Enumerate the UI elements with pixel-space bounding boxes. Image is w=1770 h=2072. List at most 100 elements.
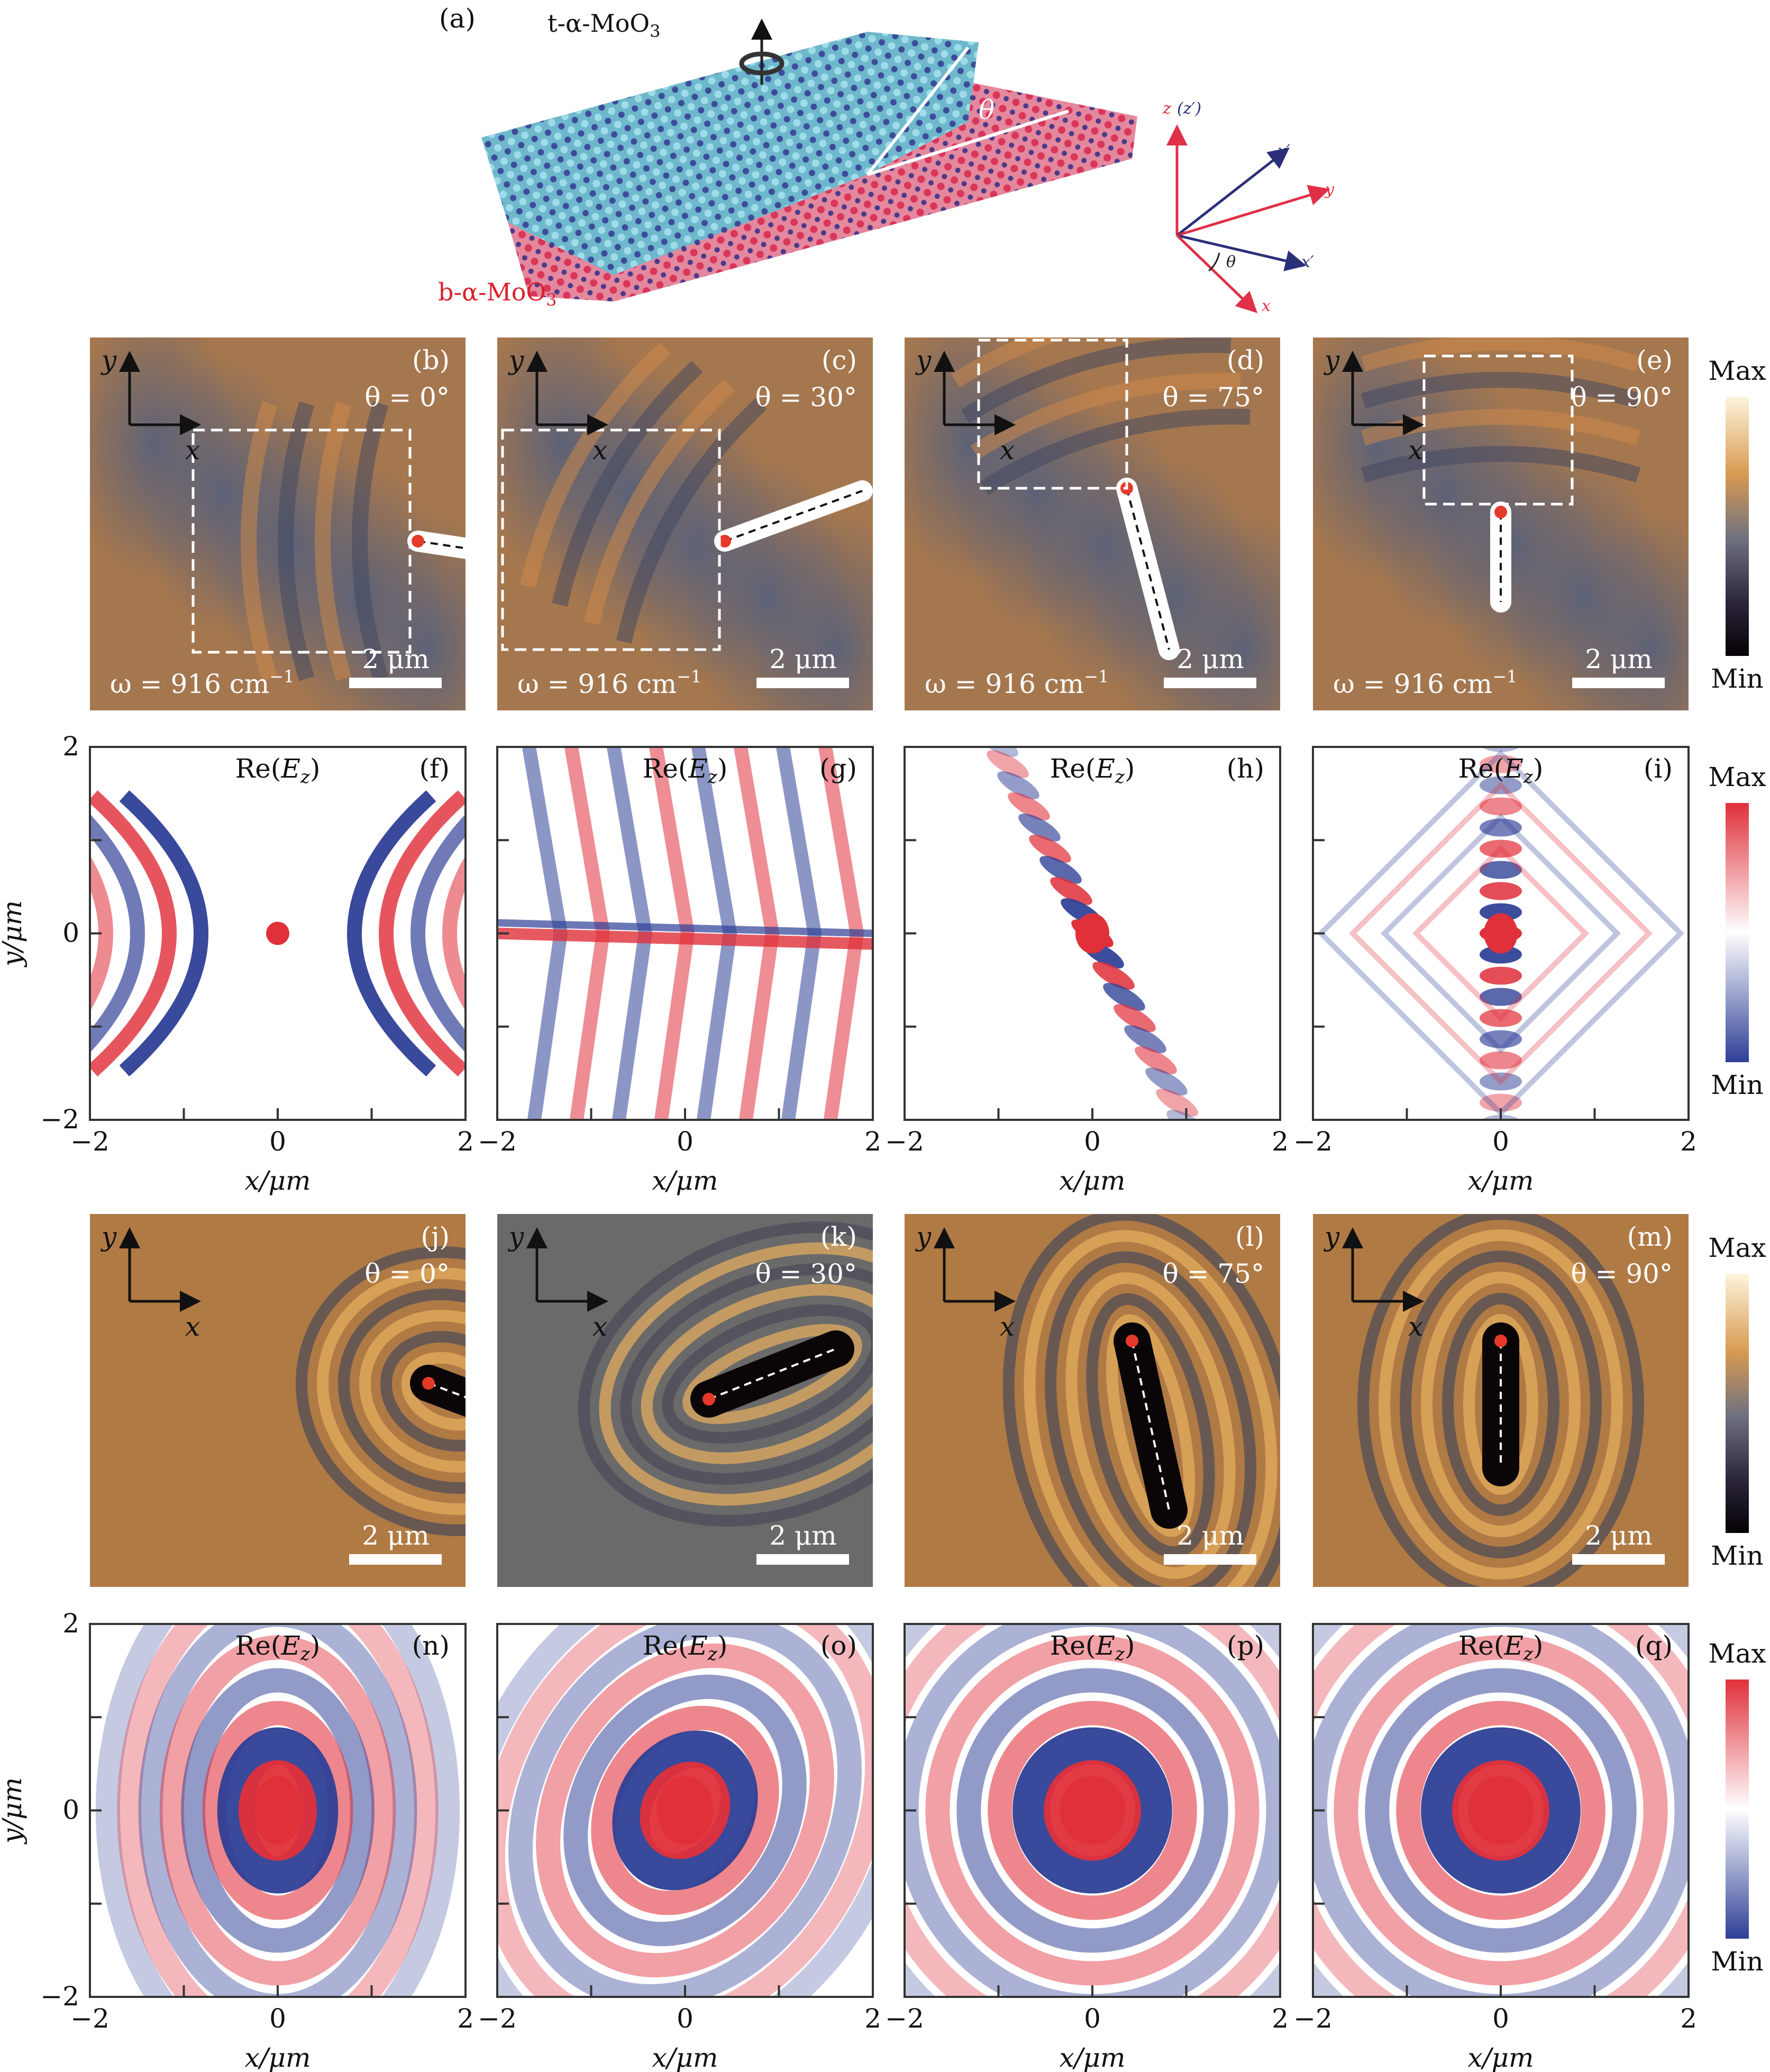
x-tick-label: 2	[864, 1126, 881, 1157]
colorbar-min-label: Min	[1711, 663, 1763, 694]
field-lobe	[1039, 856, 1082, 884]
theta-label: θ = 30°	[755, 382, 857, 413]
field-lobe	[1480, 966, 1522, 985]
axis-x-label: x	[592, 1311, 607, 1342]
field-center	[253, 1776, 302, 1845]
zoom-region-box	[191, 428, 412, 654]
field-ring	[1334, 1635, 1668, 1986]
field-ring	[95, 1624, 460, 1997]
y-tick-label: 2	[62, 1608, 79, 1639]
theta-label: θ = 75°	[1163, 382, 1264, 413]
theta-label: θ = 75°	[1163, 1258, 1264, 1289]
re-ez-label: Re(Ez)	[235, 1630, 321, 1665]
colorbar-1: Max Min	[1708, 355, 1766, 694]
field-ring	[1365, 1668, 1637, 1953]
field-ring	[956, 1668, 1228, 1953]
axis-z-prime-label: (z′)	[1177, 99, 1201, 118]
zoom-region-box	[977, 339, 1128, 490]
antenna	[410, 1365, 466, 1417]
scale-bar	[756, 1554, 849, 1565]
panel-label: (j)	[421, 1221, 450, 1252]
axis-y-label: y	[508, 345, 524, 376]
axis-theta-label: θ	[1226, 253, 1236, 271]
axis-y-label: y	[101, 345, 117, 376]
top-layer-label: t-α-MoO3	[548, 9, 661, 41]
y-axis-title: y/μm	[0, 1777, 28, 1845]
x-tick-label: 0	[269, 1126, 286, 1157]
panel-label: (m)	[1627, 1221, 1673, 1252]
axis-x-label: x	[185, 435, 200, 465]
x-tick-label: −2	[1293, 2003, 1333, 2034]
scale-bar	[349, 1554, 442, 1565]
panel-m: y x (m) θ = 90° 2 μm	[1313, 1214, 1689, 1587]
x-tick-label: −2	[885, 2003, 924, 2034]
field-lobe	[976, 747, 1018, 757]
x-tick-label: −2	[885, 1126, 924, 1157]
twist-angle-label: θ	[979, 95, 995, 125]
twist-edge-line	[866, 47, 970, 176]
field-ring	[563, 1674, 807, 1947]
axis-y-label: y	[1324, 345, 1340, 376]
source-dot	[422, 1377, 435, 1390]
top-layer-lattice	[481, 32, 979, 275]
field-ring	[988, 1701, 1197, 1920]
re-ez-label: Re(Ez)	[1458, 753, 1544, 788]
colorbar-min-label: Min	[1711, 1540, 1763, 1571]
axis-y-prime-label: y′	[1276, 142, 1290, 160]
source-dot	[1126, 1335, 1138, 1347]
x-tick-label: 0	[269, 2003, 286, 2034]
theta-label: θ = 30°	[755, 1258, 857, 1289]
field-lobe	[1145, 1067, 1188, 1096]
source-dot	[412, 535, 424, 547]
field-lobe	[1135, 1046, 1177, 1074]
antenna-outline	[1131, 1340, 1170, 1511]
coordinate-axes: z (z′) y′ y x′ x θ	[1162, 99, 1335, 315]
frequency-label: ω = 916 cm−1	[110, 667, 294, 699]
x-axis-title: x/μm	[1468, 1165, 1534, 1196]
x-tick-label: 2	[1272, 1126, 1289, 1157]
panel-h: −2 0 2 x/μm Re(Ez) (h)	[885, 746, 1289, 1196]
zoom-region-box	[1422, 354, 1574, 506]
axis-y-label: y	[915, 345, 932, 376]
zoom-region-box	[501, 428, 721, 651]
axis-y-label: y	[101, 1221, 117, 1252]
colorbar-max-label: Max	[1708, 1638, 1766, 1669]
axis-x-label: x	[1000, 435, 1015, 465]
field-lobe	[1480, 818, 1522, 837]
panel-j: y x (j) θ = 0° 2 μm	[90, 1214, 466, 1587]
re-ez-label: Re(Ez)	[643, 753, 728, 788]
x-axis-title: x/μm	[1060, 2042, 1126, 2072]
field-ring	[925, 1635, 1260, 1986]
field-center	[657, 1776, 713, 1845]
panel-label: (d)	[1227, 345, 1264, 376]
panel-label: (i)	[1644, 753, 1673, 784]
field-ring	[497, 1624, 873, 1997]
axis-y-label: y	[1324, 180, 1335, 199]
panel-g: −2 0 2 x/μm Re(Ez) (g)	[478, 746, 881, 1196]
panel-d: y x (d) θ = 75° 2 μm ω = 916 cm−1	[905, 337, 1280, 710]
scale-bar	[1572, 678, 1665, 688]
rotation-arrow-icon	[739, 19, 784, 85]
panel-label: (h)	[1227, 753, 1264, 784]
re-ez-label: Re(Ez)	[235, 753, 321, 788]
panel-label: (o)	[820, 1630, 857, 1661]
x-tick-label: 0	[677, 2003, 694, 2034]
field-lobe	[1480, 1051, 1522, 1070]
theta-label: θ = 90°	[1571, 1258, 1673, 1289]
x-tick-label: 2	[457, 2003, 474, 2034]
x-tick-label: 0	[1492, 1126, 1509, 1157]
source-dot	[1494, 506, 1507, 518]
panel-label: (l)	[1235, 1221, 1264, 1252]
x-axis-title: x/μm	[245, 1165, 311, 1196]
scale-bar	[349, 678, 442, 688]
field-lobe	[1480, 797, 1522, 816]
scale-bar-label: 2 μm	[769, 1520, 837, 1551]
field-lobe	[1114, 1004, 1156, 1032]
x-tick-label: −2	[1293, 1126, 1333, 1157]
y-tick-label: 2	[62, 731, 79, 762]
colorbar-gradient	[1726, 397, 1749, 656]
axis-x-label: x	[1262, 297, 1271, 315]
source-dot	[702, 1393, 715, 1405]
field-ring	[159, 1635, 396, 1986]
x-tick-label: 2	[1680, 2003, 1697, 2034]
